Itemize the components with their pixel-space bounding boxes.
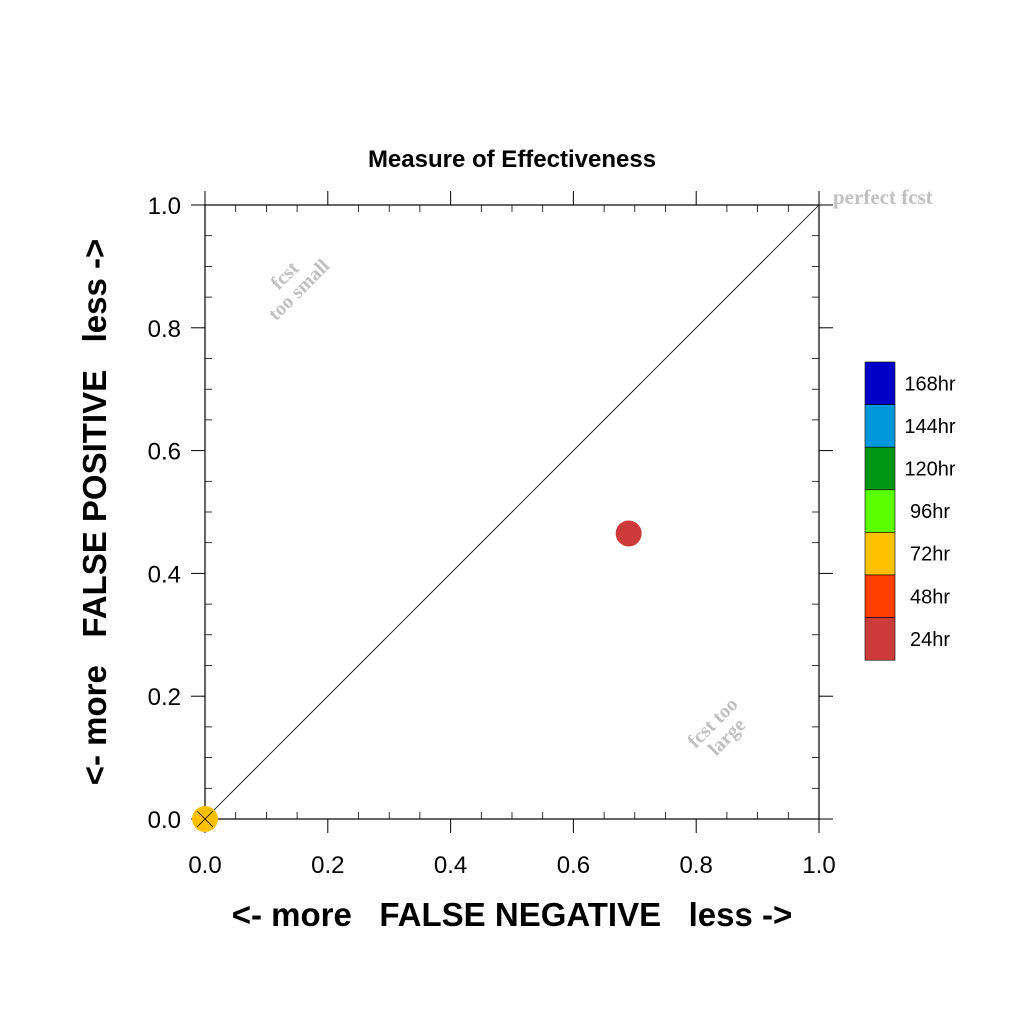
legend-swatch-48hr <box>864 574 896 618</box>
legend-label-48hr: 48hr <box>910 586 950 608</box>
legend-swatch-168hr <box>864 361 896 405</box>
y-axis-label: <- more FALSE POSITIVE less -> <box>76 239 113 786</box>
legend-label-144hr: 144hr <box>904 416 955 438</box>
x-tick-label: 1.0 <box>802 852 835 879</box>
annotation-fcst-too-large: fcst too large <box>683 693 750 760</box>
x-tick-label: 0.4 <box>434 852 467 879</box>
x-tick-label: 0.2 <box>311 852 344 879</box>
x-tick-label: 0.0 <box>188 852 221 879</box>
x-tick-label: 0.6 <box>557 852 590 879</box>
data-point-24hr <box>615 520 642 547</box>
legend: 168hr 144hr 120hr 96hr 72hr 48hr 24hr <box>864 361 956 661</box>
legend-label-168hr: 168hr <box>904 373 955 395</box>
annotation-perfect-fcst: perfect fcst <box>833 185 933 209</box>
legend-swatch-96hr <box>864 489 896 533</box>
legend-swatch-144hr <box>864 404 896 448</box>
legend-swatch-24hr <box>864 617 896 661</box>
minor-ticks <box>205 205 819 819</box>
legend-label-72hr: 72hr <box>910 544 950 566</box>
legend-swatch-120hr <box>864 446 896 491</box>
legend-label-120hr: 120hr <box>904 459 955 481</box>
x-axis-label: <- more FALSE NEGATIVE less -> <box>232 896 793 933</box>
plot-frame <box>204 204 820 820</box>
x-tick-labels: 0.0 0.2 0.4 0.6 0.8 1.0 <box>188 852 835 879</box>
annotation-fcst-too-small-line-2: too small <box>264 255 334 325</box>
annotation-fcst-too-small: fcst too small <box>264 255 334 325</box>
x-tick-label: 0.8 <box>680 852 713 879</box>
diagonal-reference-line <box>204 204 820 820</box>
chart-title: Measure of Effectiveness <box>368 146 656 173</box>
y-tick-label: 0.8 <box>148 316 181 343</box>
y-tick-label: 0.4 <box>148 561 181 588</box>
y-tick-label: 1.0 <box>148 193 181 220</box>
data-points <box>192 520 642 832</box>
y-tick-label: 0.0 <box>148 807 181 834</box>
legend-label-24hr: 24hr <box>910 629 950 651</box>
legend-label-96hr: 96hr <box>910 501 950 523</box>
y-tick-labels: 0.0 0.2 0.4 0.6 0.8 1.0 <box>148 193 181 834</box>
y-tick-label: 0.6 <box>148 439 181 466</box>
legend-swatch-72hr <box>864 532 896 576</box>
origin-cross-mark <box>196 810 214 828</box>
y-tick-label: 0.2 <box>148 684 181 711</box>
